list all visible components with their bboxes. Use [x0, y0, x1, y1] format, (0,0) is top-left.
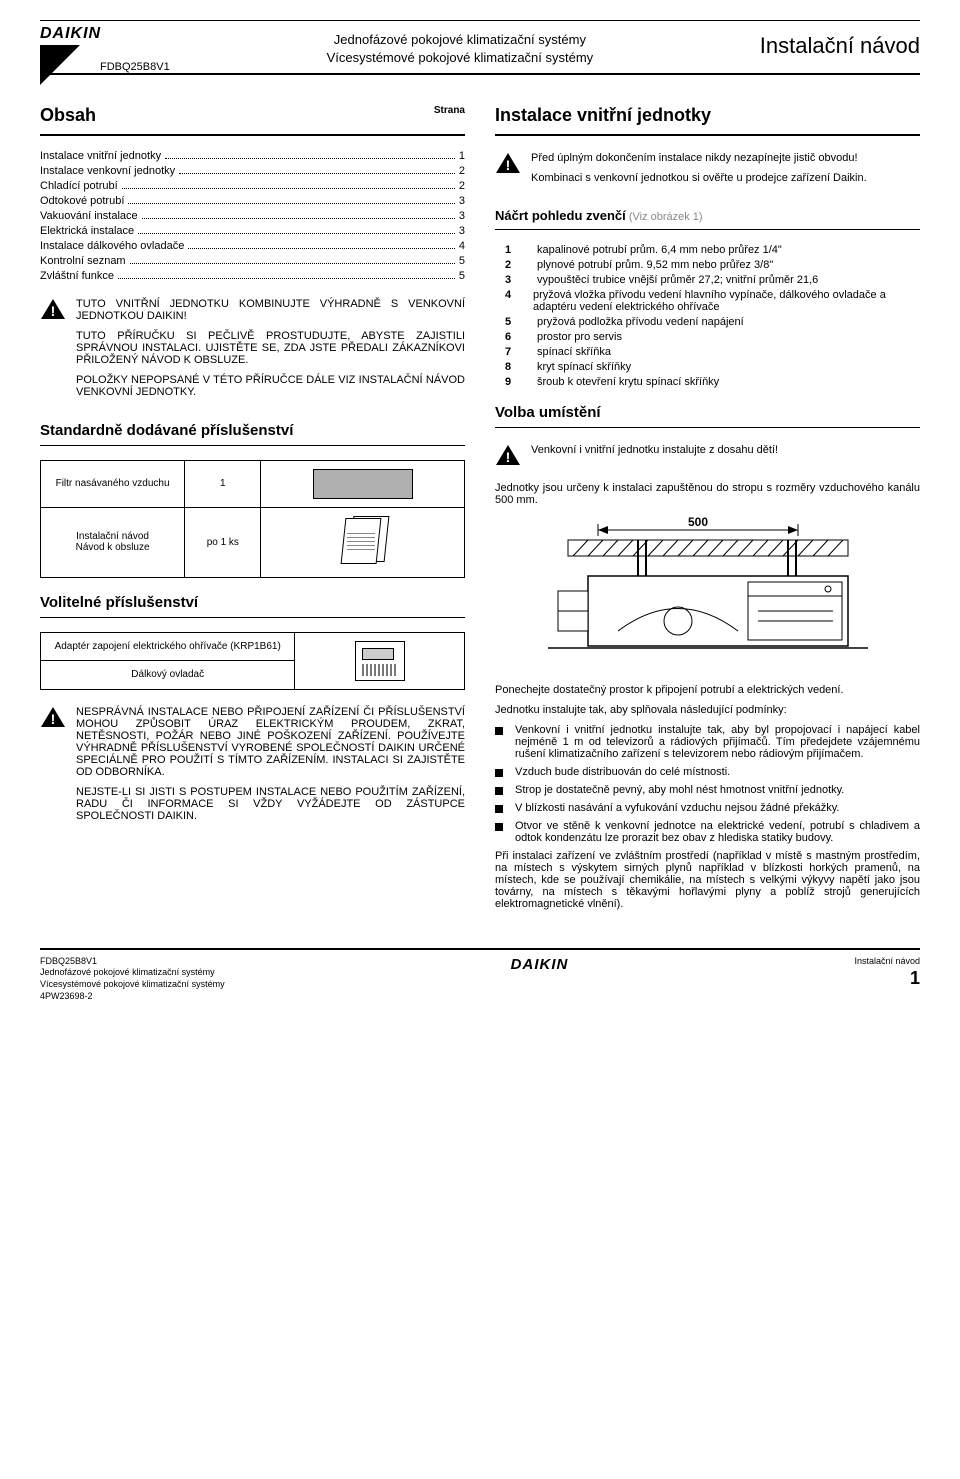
- svg-text:!: !: [51, 711, 56, 727]
- toc-item: Instalace dálkového ovladače4: [40, 240, 465, 252]
- right-column: Instalace vnitřní jednotky ! Před úplným…: [495, 105, 920, 918]
- svg-text:!: !: [506, 157, 511, 173]
- model-code: FDBQ25B8V1: [100, 61, 170, 73]
- legend-item: 4pryžová vložka přívodu vedení hlavního …: [505, 289, 920, 313]
- svg-text:!: !: [51, 303, 56, 319]
- warning-block-1: ! TUTO VNITŘNÍ JEDNOTKU KOMBINUJTE VÝHRA…: [40, 298, 465, 406]
- page-footer: FDBQ25B8V1 Jednofázové pokojové klimatiz…: [40, 948, 920, 1003]
- toc-item: Elektrická instalace3: [40, 225, 465, 237]
- legend-item: 9šroub k otevření krytu spínací skříňky: [505, 376, 920, 388]
- brand-logo: DAIKIN: [40, 25, 160, 85]
- left-column: Obsah Strana Instalace vnitřní jednotky1…: [40, 105, 465, 918]
- warning-icon: !: [40, 298, 66, 320]
- condition-item: Otvor ve stěně k venkovní jednotce na el…: [495, 820, 920, 844]
- warning-icon: !: [495, 152, 521, 174]
- nacrt-title: Náčrt pohledu zvenčí: [495, 208, 626, 223]
- page-label: Strana: [434, 105, 465, 116]
- toc-item: Zvláštní funkce5: [40, 270, 465, 282]
- toc-item: Instalace vnitřní jednotky1: [40, 150, 465, 162]
- legend-item: 5pryžová podložka přívodu vedení napájen…: [505, 316, 920, 328]
- legend-item: 2plynové potrubí prům. 9,52 mm nebo průř…: [505, 259, 920, 271]
- condition-item: V blízkosti nasávání a vyfukování vzduch…: [495, 802, 920, 814]
- legend-item: 3vypouštěcí trubice vnější průměr 27,2; …: [505, 274, 920, 286]
- booklet-icon: [333, 516, 393, 566]
- remote-icon: [355, 641, 405, 681]
- legend-list: 1kapalinové potrubí prům. 6,4 mm nebo pr…: [505, 244, 920, 388]
- condition-item: Vzduch bude distribuován do celé místnos…: [495, 766, 920, 778]
- page-header: DAIKIN Jednofázové pokojové klimatizační…: [40, 20, 920, 75]
- condition-item: Strop je dostatečně pevný, aby mohl nést…: [495, 784, 920, 796]
- std-accessories-table: Filtr nasávaného vzduchu 1 Instalační ná…: [40, 460, 465, 578]
- warning-block-2: ! NESPRÁVNÁ INSTALACE NEBO PŘIPOJENÍ ZAŘ…: [40, 706, 465, 830]
- legend-item: 7spínací skříňka: [505, 346, 920, 358]
- warning-children: ! Venkovní i vnitřní jednotku instalujte…: [495, 444, 920, 466]
- toc-item: Odtokové potrubí3: [40, 195, 465, 207]
- std-accessories-title: Standardně dodávané příslušenství: [40, 422, 465, 439]
- svg-text:!: !: [506, 449, 511, 465]
- document-title: Instalační návod: [760, 25, 920, 59]
- install-title: Instalace vnitřní jednotky: [495, 105, 920, 126]
- footer-brand: DAIKIN: [511, 956, 569, 973]
- duct-diagram: 500: [495, 516, 920, 666]
- diagram-500-label: 500: [687, 516, 707, 529]
- triangle-icon: [40, 45, 80, 85]
- opt-accessories-title: Volitelné příslušenství: [40, 594, 465, 611]
- toc-list: Instalace vnitřní jednotky1 Instalace ven…: [40, 150, 465, 282]
- header-subtitle-2: Vícesystémové pokojové klimatizační syst…: [160, 49, 760, 67]
- condition-bullets: Venkovní i vnitřní jednotku instalujte t…: [495, 724, 920, 844]
- toc-item: Chladící potrubí2: [40, 180, 465, 192]
- volba-title: Volba umístění: [495, 404, 920, 421]
- warning-icon: !: [40, 706, 66, 728]
- toc-item: Kontrolní seznam5: [40, 255, 465, 267]
- legend-item: 6prostor pro servis: [505, 331, 920, 343]
- filter-icon: [313, 469, 413, 499]
- legend-item: 8kryt spínací skříňky: [505, 361, 920, 373]
- toc-item: Vakuování instalace3: [40, 210, 465, 222]
- toc-item: Instalace venkovní jednotky2: [40, 165, 465, 177]
- legend-item: 1kapalinové potrubí prům. 6,4 mm nebo pr…: [505, 244, 920, 256]
- header-subtitle-1: Jednofázové pokojové klimatizační systém…: [160, 31, 760, 49]
- warning-icon: !: [495, 444, 521, 466]
- warning-block-breaker: ! Před úplným dokončením instalace nikdy…: [495, 152, 920, 192]
- condition-item: Venkovní i vnitřní jednotku instalujte t…: [495, 724, 920, 760]
- opt-accessories-table: Adaptér zapojení elektrického ohřívače (…: [40, 632, 465, 690]
- toc-title: Obsah: [40, 105, 96, 125]
